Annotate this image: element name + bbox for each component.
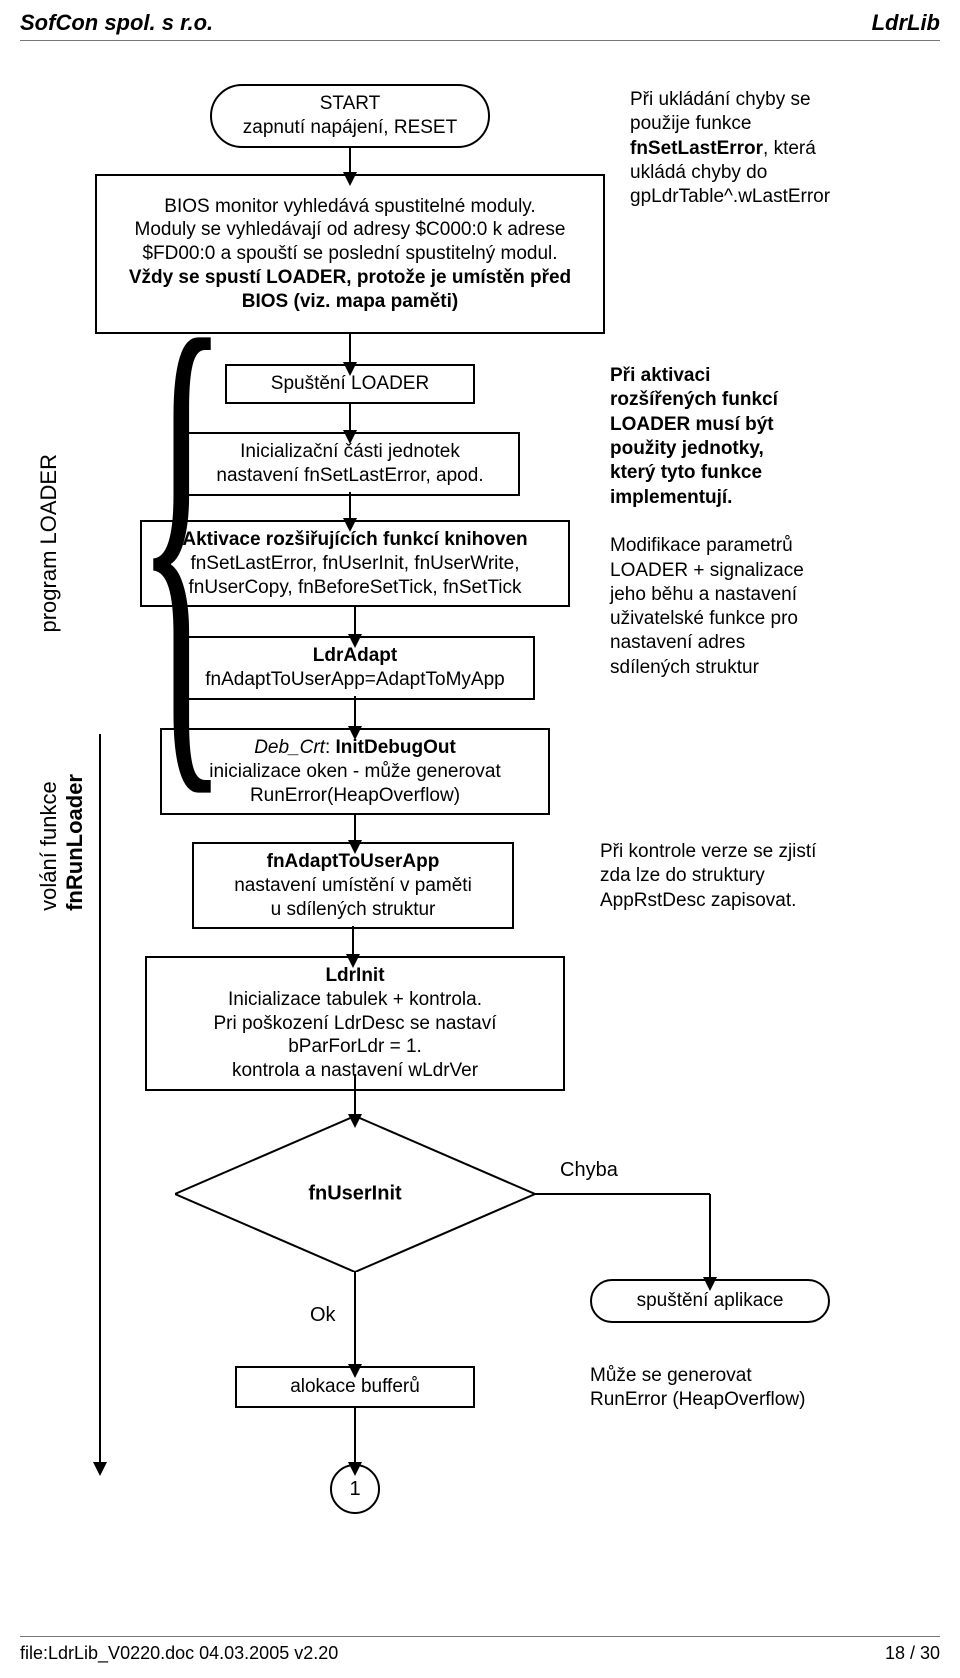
node-ldrinit: LdrInitInicializace tabulek + kontrola.P…: [145, 956, 565, 1091]
annotation-a_act: Při aktivacirozšířených funkcíLOADER mus…: [610, 364, 930, 680]
footer-right: 18 / 30: [885, 1643, 940, 1664]
annotation-a_err: Při ukládání chyby sepoužije funkcefnSet…: [630, 88, 930, 210]
footer-left: file:LdrLib_V0220.doc 04.03.2005 v2.20: [20, 1643, 338, 1664]
side-label-program: program LOADER: [36, 454, 62, 633]
header-left: SofCon spol. s r.o.: [20, 10, 213, 36]
side-label-volani: volání funkcefnRunLoader: [36, 774, 88, 911]
annotation-a_ver: Při kontrole verze se zjistízda lze do s…: [600, 840, 930, 913]
edge-label: Chyba: [560, 1159, 618, 1182]
page-footer: file:LdrLib_V0220.doc 04.03.2005 v2.20 1…: [20, 1636, 940, 1664]
edge-label: Ok: [310, 1304, 336, 1327]
annotation-a_alloc: Může se generovatRunError (HeapOverflow): [590, 1364, 920, 1413]
node-start: STARTzapnutí napájení, RESET: [210, 84, 490, 148]
flowchart: STARTzapnutí napájení, RESETBIOS monitor…: [0, 64, 960, 1614]
page-header: SofCon spol. s r.o. LdrLib: [20, 10, 940, 41]
header-right: LdrLib: [872, 10, 940, 36]
node-fnadapt: fnAdaptToUserAppnastavení umístění v pam…: [192, 842, 514, 929]
node-diamond: fnUserInit: [175, 1116, 535, 1272]
